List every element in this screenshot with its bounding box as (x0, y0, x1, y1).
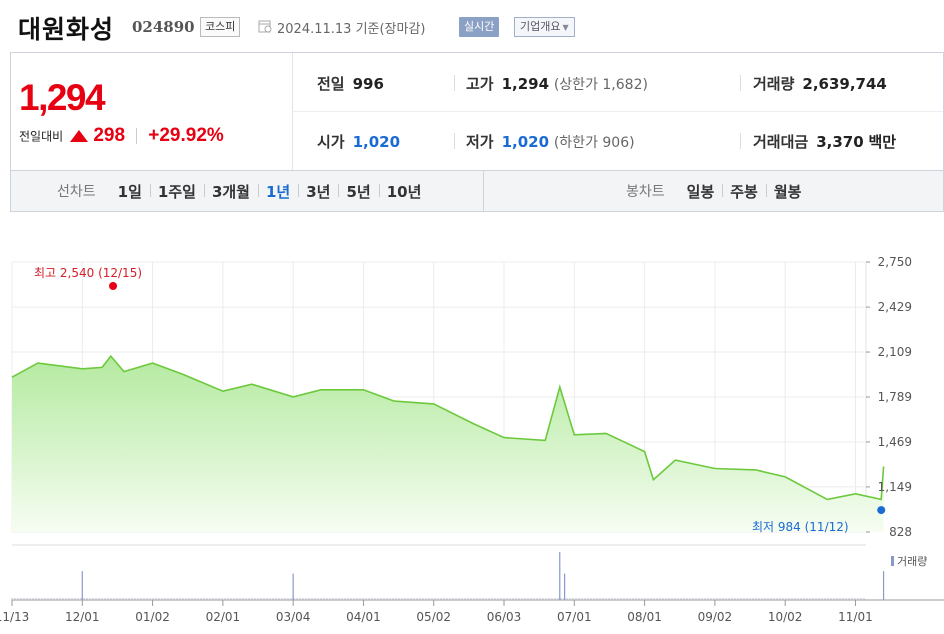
amount-label: 거래대금 (753, 133, 809, 151)
plot-frame (11, 261, 867, 533)
candle-tab-0[interactable]: 일봉 (686, 182, 715, 201)
line-tab-3[interactable]: 1년 (257, 181, 298, 202)
candle-tab-2[interactable]: 월봉 (765, 181, 810, 202)
price-area (12, 356, 884, 532)
line-tab-5[interactable]: 5년 (338, 181, 378, 202)
low-label: 저가 (466, 133, 494, 151)
calendar-icon (258, 20, 272, 33)
realtime-button[interactable]: 실시간 (459, 17, 500, 37)
volume: 거래량 2,639,744 (753, 73, 887, 94)
change-value: 298 (93, 125, 126, 146)
x-tick-label: 06/03 (487, 610, 522, 624)
date-text: 2024.11.13 기준(장마감) (277, 22, 426, 37)
volume-legend-swatch (891, 556, 894, 566)
change-row: 전일대비 298 +29.92% (19, 125, 224, 147)
max-annotation: 최고 2,540 (12/15) (34, 266, 143, 280)
max-marker (109, 282, 118, 290)
divider (136, 128, 138, 144)
open-label: 시가 (317, 133, 345, 151)
high-price: 고가 1,294 (상한가 1,682) (466, 73, 648, 94)
stock-code: 024890 (132, 18, 195, 36)
x-tick-label: 02/01 (206, 610, 241, 624)
x-tick-label: 10/02 (768, 610, 803, 624)
y-tick-label: 1,149 (878, 480, 912, 494)
amount-value: 3,370 (816, 133, 864, 151)
company-name: 대원화성 (18, 15, 115, 44)
chart-tabs-bar: 선차트 1일 1주일 3개월 1년 3년 5년 10년 봉차트 일봉 주봉 월봉 (10, 170, 944, 212)
line-chart-label: 선차트 (57, 184, 96, 200)
candle-tab-1[interactable]: 주봉 (722, 181, 766, 202)
x-tick-label: 07/01 (557, 610, 592, 624)
divider (454, 133, 455, 149)
x-tick-label: 01/02 (135, 610, 170, 624)
min-annotation: 최저 984 (11/12) (752, 520, 849, 534)
current-price: 1,294 (19, 77, 106, 118)
stock-header: 대원화성 024890 코스피 2024.11.13 기준(장마감) 실시간 기… (0, 0, 944, 52)
amount-unit: 백만 (868, 133, 897, 151)
low-price: 저가 1,020 (하한가 906) (466, 131, 635, 152)
y-tick-label: 1,469 (878, 435, 912, 449)
divider (740, 133, 741, 149)
prev-close-label: 전일 (317, 75, 345, 93)
change-percent: +29.92% (148, 125, 224, 146)
low-value: 1,020 (501, 133, 550, 151)
change-label: 전일대비 (19, 129, 64, 144)
high-value: 1,294 (501, 75, 550, 93)
volume-value: 2,639,744 (802, 75, 887, 93)
volume-legend: 거래량 (891, 553, 927, 569)
x-tick-label: 05/02 (416, 610, 451, 624)
divider (454, 75, 455, 91)
x-tick-label: 09/02 (698, 610, 733, 624)
x-tick-label: 03/04 (276, 610, 311, 624)
y-tick-label: 828 (889, 525, 912, 539)
line-tab-6[interactable]: 10년 (378, 181, 430, 202)
open-price: 시가 1,020 (317, 131, 400, 152)
line-tab-0[interactable]: 1일 (117, 182, 142, 201)
x-tick-label: 11/13 (0, 610, 29, 624)
upper-limit: (상한가 1,682) (553, 77, 648, 93)
prev-close: 전일 996 (317, 73, 384, 94)
company-overview-dropdown[interactable]: 기업개요 ▼ (514, 17, 575, 37)
quote-box: 1,294 전일대비 298 +29.92% 전일 996 고가 1,294 (상한… (10, 52, 944, 171)
price-panel: 1,294 전일대비 298 +29.92% (11, 53, 293, 171)
market-badge: 코스피 (200, 17, 241, 37)
line-tab-2[interactable]: 3개월 (203, 181, 258, 202)
price-line (11, 354, 885, 501)
up-arrow-icon (70, 130, 89, 142)
line-tab-4[interactable]: 3년 (298, 181, 338, 202)
volume-label: 거래량 (753, 75, 795, 93)
line-chart-tabs: 선차트 1일 1주일 3개월 1년 3년 5년 10년 (57, 171, 429, 211)
candle-chart-tabs: 봉차트 일봉 주봉 월봉 (626, 171, 809, 211)
trade-amount: 거래대금 3,370 백만 (753, 131, 896, 152)
caret-down-icon: ▼ (562, 23, 569, 32)
line-tab-1[interactable]: 1주일 (149, 181, 204, 202)
open-value: 1,020 (352, 133, 401, 151)
x-tick-label: 08/01 (627, 610, 662, 624)
high-label: 고가 (466, 75, 494, 93)
candle-chart-label: 봉차트 (626, 184, 665, 200)
lower-limit: (하한가 906) (553, 135, 635, 151)
overview-label: 기업개요 (520, 20, 561, 33)
y-tick-label: 2,750 (878, 255, 912, 269)
y-tick-label: 2,109 (878, 345, 912, 359)
x-tick-label: 11/01 (838, 610, 873, 624)
row-divider (293, 111, 943, 112)
min-marker (877, 506, 886, 515)
y-tick-label: 1,789 (878, 390, 912, 404)
x-tick-label: 04/01 (346, 610, 381, 624)
divider (483, 171, 484, 211)
divider (740, 75, 741, 91)
volume-legend-label: 거래량 (897, 555, 928, 568)
prev-close-value: 996 (352, 75, 384, 93)
y-tick-label: 2,429 (878, 300, 912, 314)
x-tick-label: 12/01 (65, 610, 100, 624)
